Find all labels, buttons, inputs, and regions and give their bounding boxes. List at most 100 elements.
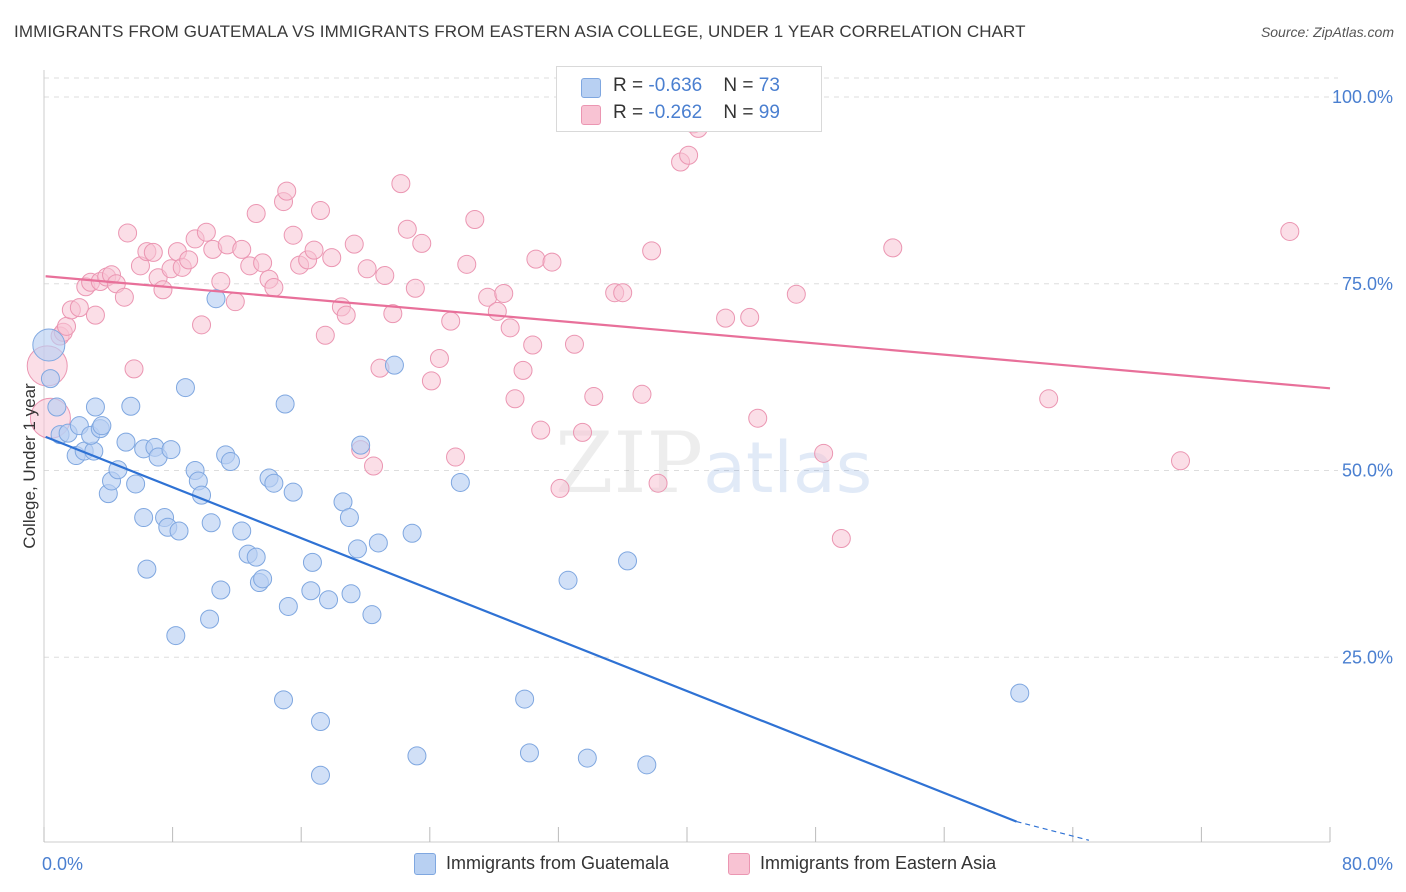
guatemala-point bbox=[275, 394, 295, 414]
y-axis-label: College, Under 1 year bbox=[20, 383, 39, 549]
n-value: 73 bbox=[758, 75, 780, 96]
eastern-asia-point bbox=[114, 287, 134, 307]
guatemala-point bbox=[169, 521, 189, 541]
guatemala-point bbox=[246, 547, 266, 567]
eastern-asia-point bbox=[124, 359, 144, 379]
source-credit: Source: ZipAtlas.com bbox=[1260, 24, 1394, 40]
eastern-asia-point bbox=[786, 284, 806, 304]
r-label: R = bbox=[613, 102, 649, 123]
eastern-asia-point bbox=[513, 360, 533, 380]
eastern-asia-point bbox=[310, 201, 330, 221]
eastern-asia-point bbox=[523, 335, 543, 355]
guatemala-point bbox=[402, 523, 422, 543]
y-tick-label: 75.0% bbox=[1342, 274, 1393, 294]
guatemala-point bbox=[515, 689, 535, 709]
guatemala-point bbox=[175, 378, 195, 398]
x-tick-label: 80.0% bbox=[1342, 854, 1393, 874]
eastern-asia-point bbox=[283, 225, 303, 245]
watermark: ZIPatlas bbox=[555, 414, 872, 512]
eastern-asia-point bbox=[421, 371, 441, 391]
eastern-asia-point bbox=[357, 259, 377, 279]
guatemala-points bbox=[32, 289, 1030, 785]
guatemala-trend-extension bbox=[1016, 821, 1090, 841]
y-tick-label: 50.0% bbox=[1342, 461, 1393, 481]
eastern-asia-point bbox=[391, 174, 411, 194]
eastern-asia-point bbox=[648, 473, 668, 493]
guatemala-point bbox=[134, 508, 154, 528]
eastern-asia-point bbox=[375, 266, 395, 286]
eastern-asia-point bbox=[412, 233, 432, 253]
eastern-asia-point bbox=[465, 210, 485, 230]
legend-label: Immigrants from Eastern Asia bbox=[760, 853, 997, 873]
guatemala-point bbox=[85, 397, 105, 417]
guatemala-point bbox=[362, 605, 382, 625]
guatemala-point bbox=[618, 551, 638, 571]
blue-swatch bbox=[414, 853, 436, 875]
trend-lines bbox=[45, 275, 1331, 841]
eastern-asia-point bbox=[232, 239, 252, 259]
eastern-asia-point bbox=[383, 304, 403, 324]
pink-swatch bbox=[728, 853, 750, 875]
eastern-asia-point bbox=[573, 422, 593, 442]
guatemala-point bbox=[319, 590, 339, 610]
guatemala-point bbox=[310, 711, 330, 731]
eastern-asia-point bbox=[740, 307, 760, 327]
guatemala-point bbox=[1010, 683, 1030, 703]
eastern-asia-point bbox=[679, 145, 699, 165]
guatemala-point bbox=[278, 596, 298, 616]
eastern-asia-point bbox=[542, 252, 562, 272]
guatemala-point bbox=[351, 435, 371, 455]
guatemala-point bbox=[301, 581, 321, 601]
guatemala-point bbox=[274, 690, 294, 710]
guatemala-point bbox=[339, 508, 359, 528]
eastern-asia-point bbox=[814, 443, 834, 463]
y-tick-label: 100.0% bbox=[1332, 87, 1393, 107]
eastern-asia-point bbox=[584, 387, 604, 407]
eastern-asia-point bbox=[143, 242, 163, 262]
eastern-asia-point bbox=[429, 348, 449, 368]
x-tick-label: 0.0% bbox=[42, 854, 83, 874]
eastern-asia-point bbox=[225, 292, 245, 312]
eastern-asia-point bbox=[153, 280, 173, 300]
r-value: -0.636 bbox=[648, 75, 703, 96]
r-label: R = bbox=[613, 75, 649, 96]
eastern-asia-point bbox=[322, 248, 342, 268]
guatemala-point bbox=[220, 452, 240, 472]
eastern-asia-point bbox=[457, 254, 477, 274]
guatemala-point bbox=[126, 474, 146, 494]
eastern-asia-point bbox=[500, 318, 520, 338]
guatemala-point bbox=[200, 609, 220, 629]
guatemala-point bbox=[368, 533, 388, 553]
guatemala-point bbox=[92, 416, 112, 436]
eastern-asia-point bbox=[397, 219, 417, 239]
guatemala-point bbox=[121, 396, 141, 416]
eastern-asia-point bbox=[642, 241, 662, 261]
eastern-asia-point bbox=[505, 389, 525, 409]
eastern-asia-point bbox=[85, 305, 105, 325]
guatemala-point bbox=[347, 539, 367, 559]
eastern-asia-point bbox=[1280, 221, 1300, 241]
eastern-asia-point bbox=[336, 305, 356, 325]
guatemala-point bbox=[302, 552, 322, 572]
eastern-asia-point bbox=[179, 250, 199, 270]
grid-lines bbox=[44, 77, 1338, 658]
guatemala-point bbox=[161, 440, 181, 460]
eastern-asia-point bbox=[526, 249, 546, 269]
y-tick-label: 25.0% bbox=[1342, 647, 1393, 667]
eastern-asia-trend-line bbox=[45, 275, 1331, 390]
n-label: N = bbox=[723, 75, 759, 96]
eastern-asia-point bbox=[632, 384, 652, 404]
guatemala-point bbox=[32, 328, 66, 362]
blue-swatch bbox=[581, 78, 601, 98]
guatemala-point bbox=[637, 755, 657, 775]
guatemala-point bbox=[40, 369, 60, 389]
eastern-asia-point bbox=[748, 408, 768, 428]
guatemala-point bbox=[232, 521, 252, 541]
guatemala-point bbox=[519, 743, 539, 763]
guatemala-point bbox=[558, 570, 578, 590]
eastern-asia-point bbox=[196, 222, 216, 242]
r-value: -0.262 bbox=[648, 102, 703, 123]
eastern-asia-point bbox=[264, 277, 284, 297]
legend-label: Immigrants from Guatemala bbox=[446, 853, 670, 873]
